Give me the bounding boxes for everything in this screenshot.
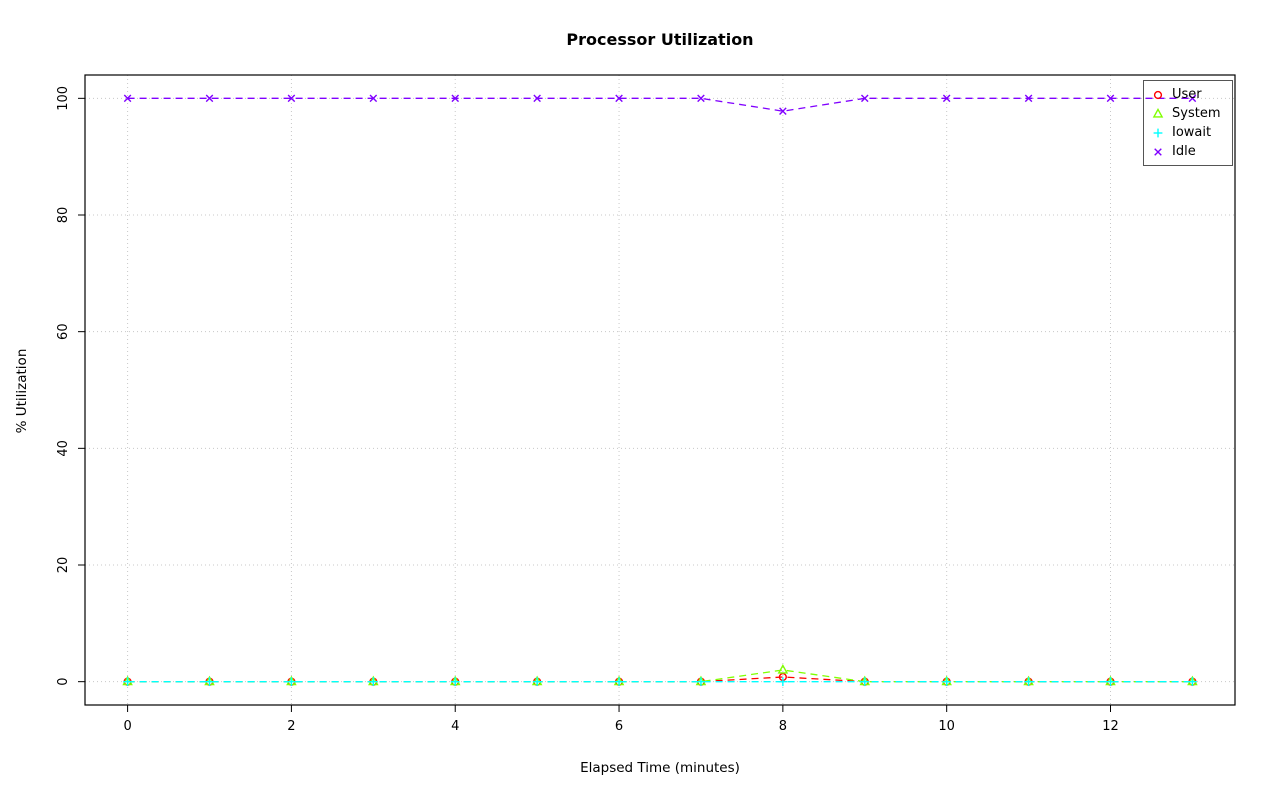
svg-text:12: 12 [1102, 719, 1119, 734]
svg-text:60: 60 [56, 323, 71, 340]
series-iowait [123, 677, 1197, 687]
svg-text:10: 10 [938, 719, 955, 734]
legend-entry-system: System [1150, 104, 1228, 123]
svg-text:80: 80 [56, 207, 71, 224]
gridlines [85, 75, 1235, 705]
svg-text:40: 40 [56, 440, 71, 457]
svg-text:6: 6 [615, 719, 623, 734]
circle-marker-icon [1153, 90, 1163, 99]
axes [78, 97, 1111, 712]
legend-label: System [1172, 106, 1221, 121]
chart-title: Processor Utilization [566, 30, 754, 49]
legend-entry-idle: Idle [1150, 142, 1228, 161]
legend: User System Iowait Idle [1143, 80, 1233, 166]
svg-text:20: 20 [56, 557, 71, 574]
x-axis-label: Elapsed Time (minutes) [580, 760, 740, 776]
svg-text:0: 0 [123, 719, 131, 734]
series-user [123, 672, 1197, 686]
svg-text:100: 100 [56, 86, 71, 111]
y-axis-label: % Utilization [14, 348, 30, 434]
svg-text:4: 4 [451, 719, 459, 734]
svg-text:2: 2 [287, 719, 295, 734]
legend-label: Iowait [1172, 125, 1212, 140]
svg-text:8: 8 [779, 719, 787, 734]
legend-entry-iowait: Iowait [1150, 123, 1228, 142]
legend-label: Idle [1172, 144, 1196, 159]
plot-box [84, 74, 1236, 706]
plus-marker-icon [1153, 128, 1163, 137]
triangle-marker-icon [1152, 107, 1164, 118]
x-marker-icon [1154, 147, 1162, 156]
svg-text:0: 0 [56, 678, 71, 686]
legend-label: User [1172, 87, 1202, 102]
tick-labels: 0 2 4 6 8 10 12 0 20 40 60 80 100 [56, 86, 1119, 734]
series-idle [123, 94, 1197, 115]
legend-entry-user: User [1150, 85, 1228, 104]
